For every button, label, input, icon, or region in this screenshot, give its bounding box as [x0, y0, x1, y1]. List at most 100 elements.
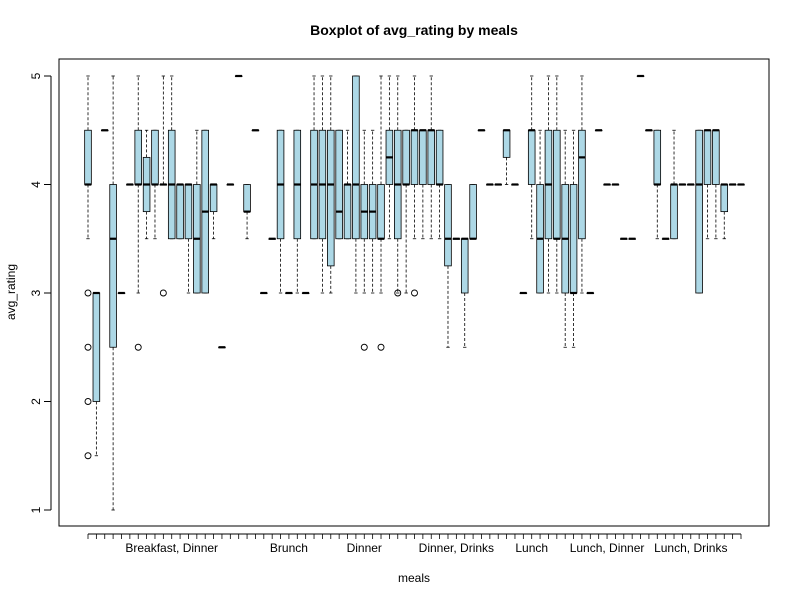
box-group — [703, 129, 712, 240]
box-group — [285, 291, 293, 295]
box-group — [553, 75, 561, 294]
box-group — [293, 129, 302, 294]
box-group — [519, 291, 528, 295]
box-group — [100, 129, 109, 132]
box-group — [603, 183, 611, 186]
box — [343, 184, 352, 240]
box-group — [268, 237, 276, 240]
box-group — [385, 75, 394, 240]
box — [460, 238, 469, 294]
y-tick-label: 5 — [29, 72, 43, 79]
box-group — [394, 75, 402, 297]
box — [553, 129, 561, 240]
box-group — [737, 183, 745, 186]
box-group — [352, 75, 360, 294]
outlier-point — [84, 289, 92, 297]
box-group — [243, 184, 251, 240]
y-tick-label: 3 — [29, 289, 43, 296]
box — [327, 129, 335, 267]
box-group — [301, 291, 310, 295]
box-group — [167, 75, 176, 240]
box — [578, 129, 586, 240]
box-group — [335, 129, 343, 240]
box-group — [611, 183, 620, 186]
box-group — [636, 74, 645, 78]
box-group — [670, 129, 678, 240]
box-group — [184, 183, 193, 294]
box-group — [159, 75, 168, 297]
box-group — [661, 237, 670, 240]
y-tick-label: 1 — [29, 506, 43, 513]
box-group — [578, 75, 586, 294]
box-group — [569, 129, 578, 348]
box — [352, 75, 360, 240]
box-group — [201, 129, 209, 294]
box — [184, 184, 193, 240]
box — [92, 292, 101, 402]
box — [469, 184, 477, 240]
box-group — [343, 129, 352, 240]
box-group — [410, 75, 419, 297]
box-group — [151, 129, 159, 240]
box-group — [620, 237, 628, 240]
box-group — [536, 129, 544, 294]
box-group — [435, 129, 444, 240]
box — [427, 129, 435, 185]
box-group — [695, 129, 703, 294]
box-group — [527, 75, 536, 240]
box-group — [209, 183, 218, 240]
box-group — [84, 75, 92, 460]
box — [670, 184, 678, 240]
y-axis: 1 2 3 4 5 — [29, 72, 52, 513]
box-group — [218, 346, 226, 349]
box-group — [678, 183, 687, 186]
box — [695, 129, 703, 294]
box-group — [142, 129, 151, 240]
box — [419, 129, 427, 185]
box — [377, 184, 385, 240]
box — [410, 129, 419, 185]
box-group — [260, 291, 268, 295]
box-group — [360, 129, 369, 351]
box-group — [109, 75, 117, 511]
box-group — [502, 129, 511, 185]
x-tick-label: Lunch, Drinks — [654, 541, 727, 555]
box — [243, 184, 251, 213]
box-group — [653, 129, 662, 240]
box — [712, 129, 720, 185]
box-group — [193, 129, 201, 294]
box — [151, 129, 159, 185]
box-group — [460, 237, 469, 348]
box-group — [477, 129, 486, 132]
x-axis: Breakfast, Dinner Brunch Dinner Dinner, Dri… — [87, 533, 742, 555]
box-group — [234, 74, 243, 78]
box-group — [176, 183, 184, 240]
x-tick-label: Lunch — [515, 541, 548, 555]
box-group — [511, 183, 519, 186]
box-group — [126, 183, 134, 186]
box-group — [628, 237, 636, 240]
box-group — [318, 75, 327, 294]
box — [109, 184, 117, 348]
x-axis-label: meals — [398, 571, 430, 585]
box-group — [427, 75, 435, 240]
box — [84, 129, 92, 185]
box-group — [586, 291, 595, 295]
y-tick-label: 4 — [29, 181, 43, 188]
box-group — [452, 237, 461, 240]
outlier-point — [84, 452, 92, 460]
x-tick-label: Dinner, Drinks — [419, 541, 494, 555]
box-group — [728, 183, 737, 186]
box-group — [594, 129, 603, 132]
box — [653, 129, 662, 185]
box-group — [419, 129, 427, 240]
box — [402, 129, 410, 185]
box — [527, 129, 536, 185]
plot-frame — [58, 58, 770, 527]
box-group — [494, 183, 502, 186]
y-tick-label: 2 — [29, 398, 43, 405]
outlier-point — [360, 343, 368, 351]
box-group — [310, 75, 318, 240]
box-group — [134, 75, 142, 351]
box-group — [444, 184, 452, 348]
